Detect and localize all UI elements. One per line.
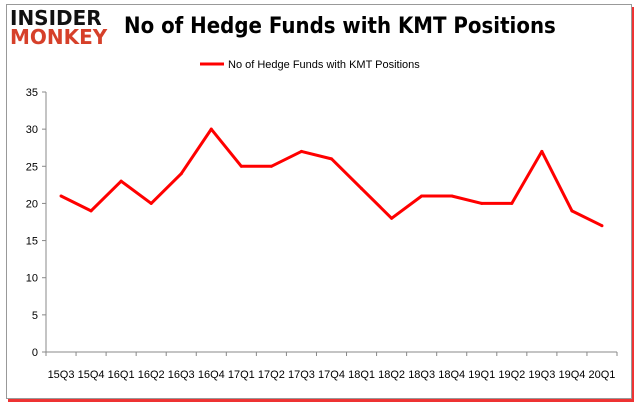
x-tick-label: 17Q3 [288,369,315,381]
x-tick-label: 15Q3 [48,369,75,381]
x-tick-label: 18Q3 [408,369,435,381]
x-tick-label: 18Q2 [378,369,405,381]
data-point [59,194,63,198]
y-tick-label: 20 [26,198,38,210]
data-point [149,201,153,205]
data-point [360,187,364,191]
data-point [420,194,424,198]
x-tick-label: 19Q1 [468,369,495,381]
x-tick-label: 17Q1 [228,369,255,381]
y-tick-label: 0 [32,347,38,359]
data-point [239,164,243,168]
x-tick-label: 19Q4 [558,369,585,381]
x-tick-label: 20Q1 [589,369,616,381]
insider-monkey-logo: INSIDER MONKEY [10,6,108,49]
data-point [480,201,484,205]
legend: No of Hedge Funds with KMT Positions [200,59,420,71]
x-tick-label: 19Q2 [498,369,525,381]
x-tick-label: 18Q1 [348,369,375,381]
chart-title: No of Hedge Funds with KMT Positions [124,14,556,39]
data-point [119,179,123,183]
y-tick-label: 5 [32,310,38,322]
x-tick-label: 17Q4 [318,369,345,381]
data-point [510,201,514,205]
series-line [60,127,603,228]
y-tick-label: 30 [26,124,38,136]
x-tick-label: 16Q1 [108,369,135,381]
y-tick-label: 15 [26,236,38,248]
data-point [330,157,333,161]
x-tick-label: 15Q4 [78,369,105,381]
x-tick-label: 16Q3 [168,369,195,381]
x-tick-label: 16Q4 [198,369,225,381]
y-tick-label: 10 [26,273,38,285]
data-point [89,209,93,213]
x-tick-label: 19Q3 [528,369,555,381]
data-point [179,172,183,176]
data-point [299,149,303,153]
data-point [390,216,394,220]
data-point [269,164,273,168]
data-point [450,194,454,198]
data-point [570,209,574,213]
logo-line1: INSIDER [10,6,102,30]
y-tick-label: 25 [26,161,38,173]
x-tick-label: 17Q2 [258,369,285,381]
y-tick-label: 35 [26,87,38,99]
chart-border [6,4,632,399]
data-point [540,149,544,153]
logo-line2: MONKEY [10,25,108,49]
data-point [209,127,213,131]
data-point [600,224,604,228]
x-tick-label: 16Q2 [138,369,165,381]
x-tick-label: 18Q4 [438,369,465,381]
legend-label: No of Hedge Funds with KMT Positions [228,59,420,71]
